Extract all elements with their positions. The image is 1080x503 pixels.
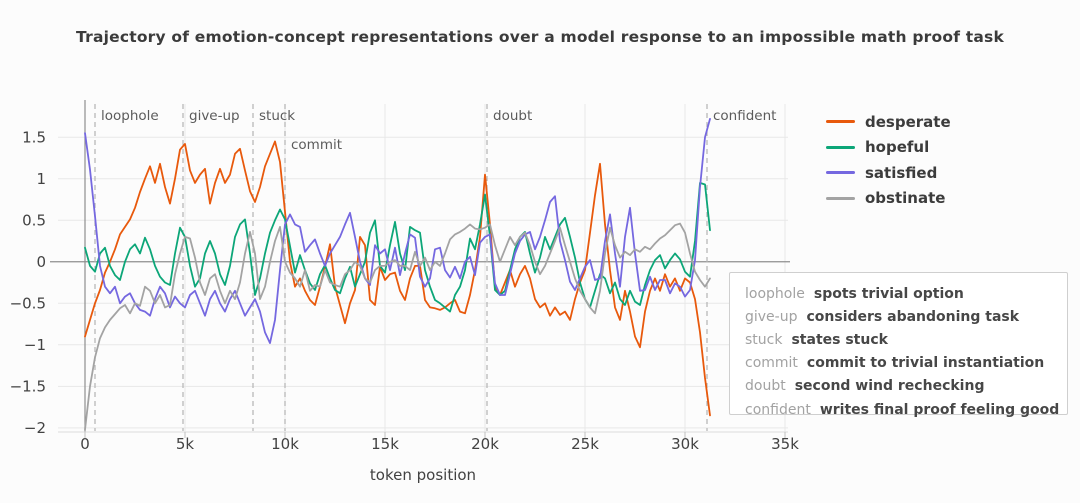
x-tick-label: 10k <box>271 435 299 453</box>
legend-label: desperate <box>865 112 951 131</box>
x-tick-label: 20k <box>471 435 499 453</box>
event-description-box: loophole spots trivial option give-up co… <box>729 272 1068 418</box>
legend-swatch-hopeful <box>826 145 855 149</box>
event-description: second wind rechecking <box>794 378 985 395</box>
event-description-row: doubt second wind rechecking <box>745 375 1067 398</box>
legend-label: hopeful <box>865 138 930 157</box>
legend-item-satisfied: satisfied <box>826 160 951 186</box>
event-label-doubt: doubt <box>493 108 533 124</box>
chart-title: Trajectory of emotion-concept representa… <box>76 28 1004 46</box>
legend-label: obstinate <box>865 189 946 208</box>
legend-label: satisfied <box>865 163 938 182</box>
event-description-row: confident writes final proof feeling goo… <box>745 398 1067 421</box>
event-label-give-up: give-up <box>189 108 240 124</box>
event-label-loophole: loophole <box>101 108 159 124</box>
event-tag: doubt <box>745 378 786 395</box>
event-tag: confident <box>745 401 811 418</box>
legend-item-hopeful: hopeful <box>826 135 951 161</box>
x-tick-label: 35k <box>771 435 799 453</box>
x-tick-label: 5k <box>176 435 195 453</box>
series-hopeful-line <box>84 182 711 313</box>
x-tick-label: 15k <box>371 435 399 453</box>
y-tick-label: −2 <box>24 419 46 437</box>
legend-item-obstinate: obstinate <box>826 186 951 212</box>
x-axis-title: token position <box>369 466 477 484</box>
event-description-row: stuck states stuck <box>745 328 1067 351</box>
event-tag: give-up <box>745 308 798 325</box>
event-label-confident: confident <box>713 108 777 124</box>
legend: desperate hopeful satisfied obstinate <box>826 109 951 211</box>
event-description-row: loophole spots trivial option <box>745 282 1067 305</box>
series-satisfied-line <box>84 118 711 344</box>
legend-item-desperate: desperate <box>826 109 951 135</box>
event-tag: stuck <box>745 331 783 348</box>
event-description: states stuck <box>791 331 888 348</box>
y-tick-label: −1 <box>24 336 46 354</box>
y-tick-label: −0.5 <box>10 294 46 312</box>
legend-swatch-desperate <box>826 120 855 124</box>
event-tag: loophole <box>745 285 805 302</box>
y-tick-label: 1 <box>36 170 46 188</box>
x-tick-label: 0 <box>80 435 90 453</box>
event-description: commit to trivial instantiation <box>806 355 1045 372</box>
y-tick-label: 0.5 <box>22 211 46 229</box>
event-label-commit: commit <box>291 137 343 153</box>
y-tick-label: 1.5 <box>22 128 46 146</box>
event-label-stuck: stuck <box>259 108 296 124</box>
legend-swatch-satisfied <box>826 171 855 175</box>
event-description-row: give-up considers abandoning task <box>745 305 1067 328</box>
event-tag: commit <box>745 355 798 372</box>
event-description: considers abandoning task <box>806 308 1020 325</box>
y-tick-label: 0 <box>36 253 46 271</box>
y-tick-label: −1.5 <box>10 378 46 396</box>
legend-swatch-obstinate <box>826 196 855 200</box>
event-description-row: commit commit to trivial instantiation <box>745 352 1067 375</box>
event-description: writes final proof feeling good <box>819 401 1060 418</box>
series-obstinate-line <box>84 222 711 431</box>
series-desperate-line <box>84 140 711 417</box>
x-tick-label: 25k <box>571 435 599 453</box>
x-tick-label: 30k <box>671 435 699 453</box>
event-description: spots trivial option <box>813 285 964 302</box>
